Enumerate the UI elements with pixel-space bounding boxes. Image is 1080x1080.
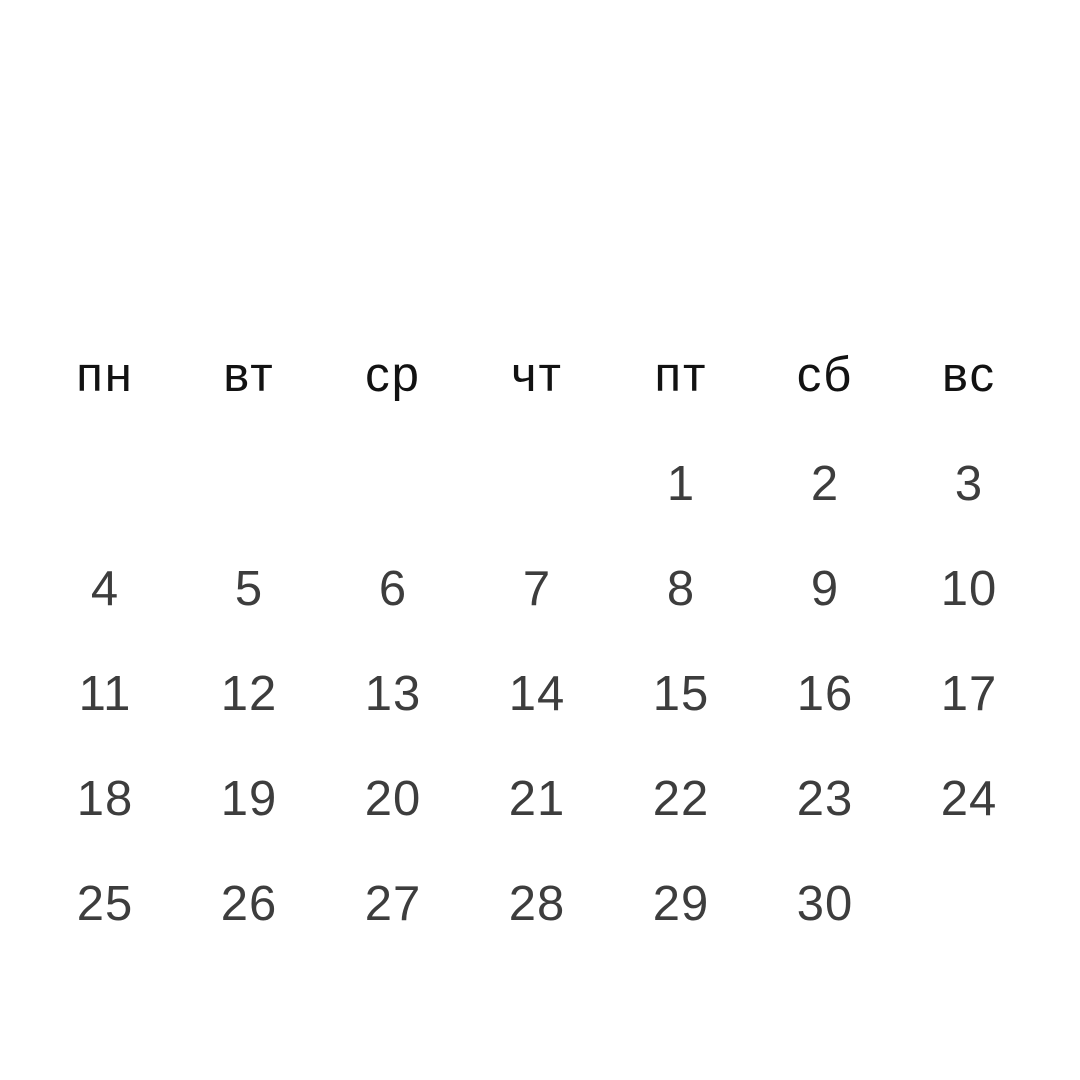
- date-cell-8: 8: [666, 562, 696, 616]
- weekday-thu: чт: [511, 347, 563, 402]
- date-cell-21: 21: [508, 772, 566, 826]
- date-cell-2: 2: [810, 457, 840, 511]
- weekday-wed: ср: [365, 347, 421, 402]
- weekday-tue: вт: [223, 347, 275, 402]
- date-cell-27: 27: [364, 877, 422, 931]
- date-cell-24: 24: [940, 772, 998, 826]
- date-cell-7: 7: [522, 562, 552, 616]
- date-cell-14: 14: [508, 667, 566, 721]
- date-cell-1: 1: [666, 457, 696, 511]
- date-cell-19: 19: [220, 772, 278, 826]
- date-cell-30: 30: [796, 877, 854, 931]
- date-cell-11: 11: [78, 667, 132, 721]
- weekday-fri: пт: [654, 347, 708, 402]
- date-cell-29: 29: [652, 877, 710, 931]
- date-cell-26: 26: [220, 877, 278, 931]
- date-cell-16: 16: [796, 667, 854, 721]
- date-cell-3: 3: [954, 457, 984, 511]
- date-cell-6: 6: [378, 562, 408, 616]
- date-cell-15: 15: [652, 667, 710, 721]
- date-cell-10: 10: [940, 562, 998, 616]
- date-cell-17: 17: [940, 667, 998, 721]
- weekday-mon: пн: [76, 347, 134, 402]
- weekday-sat: сб: [796, 347, 854, 402]
- dates-grid: 1 2 3 4 5 6 7 8 9 10 11 12 13 14 15 16 1…: [33, 432, 1041, 957]
- date-cell-13: 13: [364, 667, 422, 721]
- date-cell-28: 28: [508, 877, 566, 931]
- weekday-sun: вс: [942, 347, 996, 402]
- weekday-header-row: пн вт ср чт пт сб вс: [33, 330, 1041, 420]
- date-cell-9: 9: [810, 562, 840, 616]
- date-cell-23: 23: [796, 772, 854, 826]
- month-calendar: пн вт ср чт пт сб вс 1 2 3 4 5 6 7 8 9 1…: [33, 330, 1041, 957]
- date-cell-12: 12: [220, 667, 278, 721]
- date-cell-18: 18: [76, 772, 134, 826]
- date-cell-5: 5: [234, 562, 264, 616]
- date-cell-20: 20: [364, 772, 422, 826]
- date-cell-25: 25: [76, 877, 134, 931]
- date-cell-4: 4: [90, 562, 120, 616]
- date-cell-22: 22: [652, 772, 710, 826]
